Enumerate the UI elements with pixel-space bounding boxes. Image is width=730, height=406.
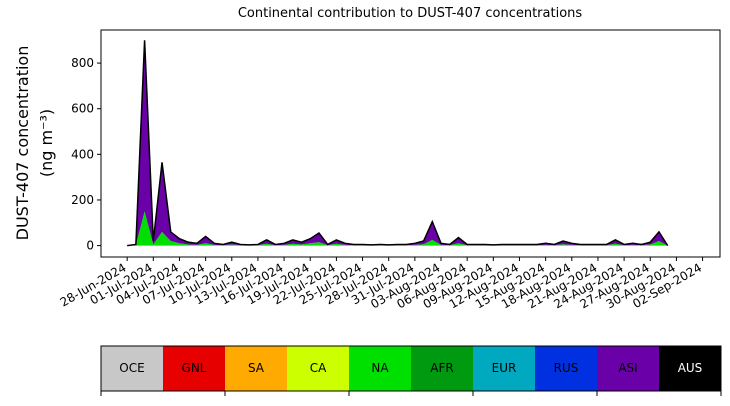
area [127,40,669,247]
plot-frame [100,29,721,258]
legend-label: GNL [182,361,207,375]
legend-label: OCE [119,361,144,375]
y-tick-label: 400 [71,147,94,161]
legend-swatch [225,346,287,391]
area [127,40,668,246]
chart-title: Continental contribution to DUST-407 con… [238,6,583,21]
y-tick-label: 0 [86,239,94,253]
y-tick-label: 600 [71,102,94,116]
legend-swatch [597,346,659,391]
y-tick-label: 800 [71,56,94,70]
y-axis-label: DUST-407 concentration [13,46,32,241]
legend-swatch [473,346,535,391]
legend-swatch [535,346,597,391]
legend-label: EUR [492,361,517,375]
y-axis-label: (ng m⁻³) [37,109,56,177]
legend-swatch [163,346,225,391]
legend-swatch [659,346,721,391]
legend-label: ASI [618,361,637,375]
legend-frame [100,345,722,392]
legend-swatch [411,346,473,391]
legend-label: AFR [430,361,453,375]
legend-label: CA [310,361,327,375]
legend-swatch [287,346,349,391]
legend-swatch [101,346,163,391]
legend-label: AUS [678,361,703,375]
legend-swatch [349,346,411,391]
legend-label: RUS [554,361,579,375]
legend-label: NA [371,361,389,375]
legend-label: SA [248,361,265,375]
y-tick-label: 200 [71,193,94,207]
